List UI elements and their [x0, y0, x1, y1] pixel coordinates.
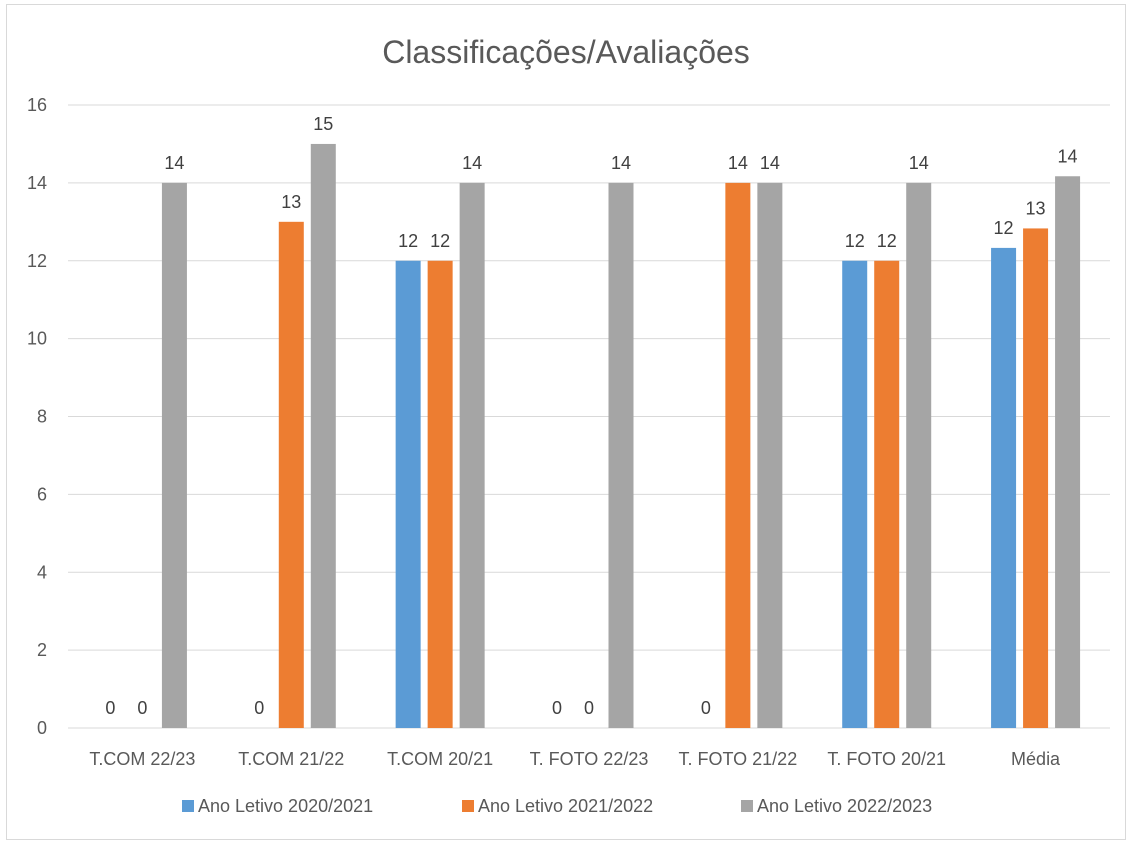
bar [1023, 228, 1049, 728]
data-labels: 0 0 14 0 13 15 12 12 14 0 0 14 0 14 14 12 12 14 12 13 14 [105, 114, 1077, 718]
x-axis-ticks: T.COM 22/23 T.COM 21/22 T.COM 20/21 T. FOTO… [89, 749, 1061, 769]
data-label: 14 [611, 153, 631, 173]
data-label: 14 [164, 153, 184, 173]
data-label: 0 [254, 698, 264, 718]
bar [278, 221, 304, 728]
bar [427, 260, 453, 728]
data-label: 14 [462, 153, 482, 173]
x-tick-label: T.COM 21/22 [238, 749, 344, 769]
data-label: 14 [909, 153, 929, 173]
gridlines [68, 104, 1110, 729]
data-label: 12 [430, 231, 450, 251]
legend-label: Ano Letivo 2021/2022 [478, 796, 653, 816]
data-label: 12 [845, 231, 865, 251]
data-label: 13 [281, 192, 301, 212]
data-label: 13 [1026, 198, 1046, 218]
legend-swatch [182, 800, 194, 812]
data-label: 14 [760, 153, 780, 173]
bar [874, 260, 900, 728]
x-tick-label: T. FOTO 20/21 [827, 749, 946, 769]
bar [310, 143, 336, 728]
y-tick-label: 14 [27, 173, 47, 193]
data-label: 14 [1058, 146, 1078, 166]
y-tick-label: 10 [27, 329, 47, 349]
bar [395, 260, 421, 728]
chart-title: Classificações/Avaliações [382, 34, 750, 70]
legend-swatch [462, 800, 474, 812]
legend-swatch [741, 800, 753, 812]
data-label: 0 [584, 698, 594, 718]
x-tick-label: T.COM 20/21 [387, 749, 493, 769]
y-tick-label: 2 [37, 640, 47, 660]
legend: Ano Letivo 2020/2021 Ano Letivo 2021/2022… [182, 796, 932, 816]
bar [1055, 176, 1081, 729]
x-tick-label: T. FOTO 21/22 [678, 749, 797, 769]
bar [459, 182, 485, 728]
bar [906, 182, 932, 728]
bar [757, 182, 783, 728]
y-axis-ticks: 0 2 4 6 8 10 12 14 16 [27, 95, 47, 738]
legend-label: Ano Letivo 2020/2021 [198, 796, 373, 816]
data-label: 15 [313, 114, 333, 134]
bar [608, 182, 634, 728]
data-label: 12 [398, 231, 418, 251]
bar [842, 260, 868, 728]
data-label: 0 [105, 698, 115, 718]
x-tick-label: T.COM 22/23 [89, 749, 195, 769]
data-label: 0 [552, 698, 562, 718]
y-tick-label: 12 [27, 251, 47, 271]
chart-frame [6, 4, 1126, 840]
y-tick-label: 8 [37, 407, 47, 427]
x-tick-label: Média [1011, 749, 1061, 769]
y-tick-label: 6 [37, 484, 47, 504]
data-label: 0 [701, 698, 711, 718]
bars [161, 143, 1081, 729]
y-tick-label: 16 [27, 95, 47, 115]
data-label: 0 [137, 698, 147, 718]
data-label: 14 [728, 153, 748, 173]
y-tick-label: 0 [37, 718, 47, 738]
bar [991, 247, 1017, 728]
bar [161, 182, 187, 728]
data-label: 12 [994, 218, 1014, 238]
x-tick-label: T. FOTO 22/23 [530, 749, 649, 769]
bar [725, 182, 751, 728]
y-tick-label: 4 [37, 562, 47, 582]
data-label: 12 [877, 231, 897, 251]
legend-label: Ano Letivo 2022/2023 [757, 796, 932, 816]
